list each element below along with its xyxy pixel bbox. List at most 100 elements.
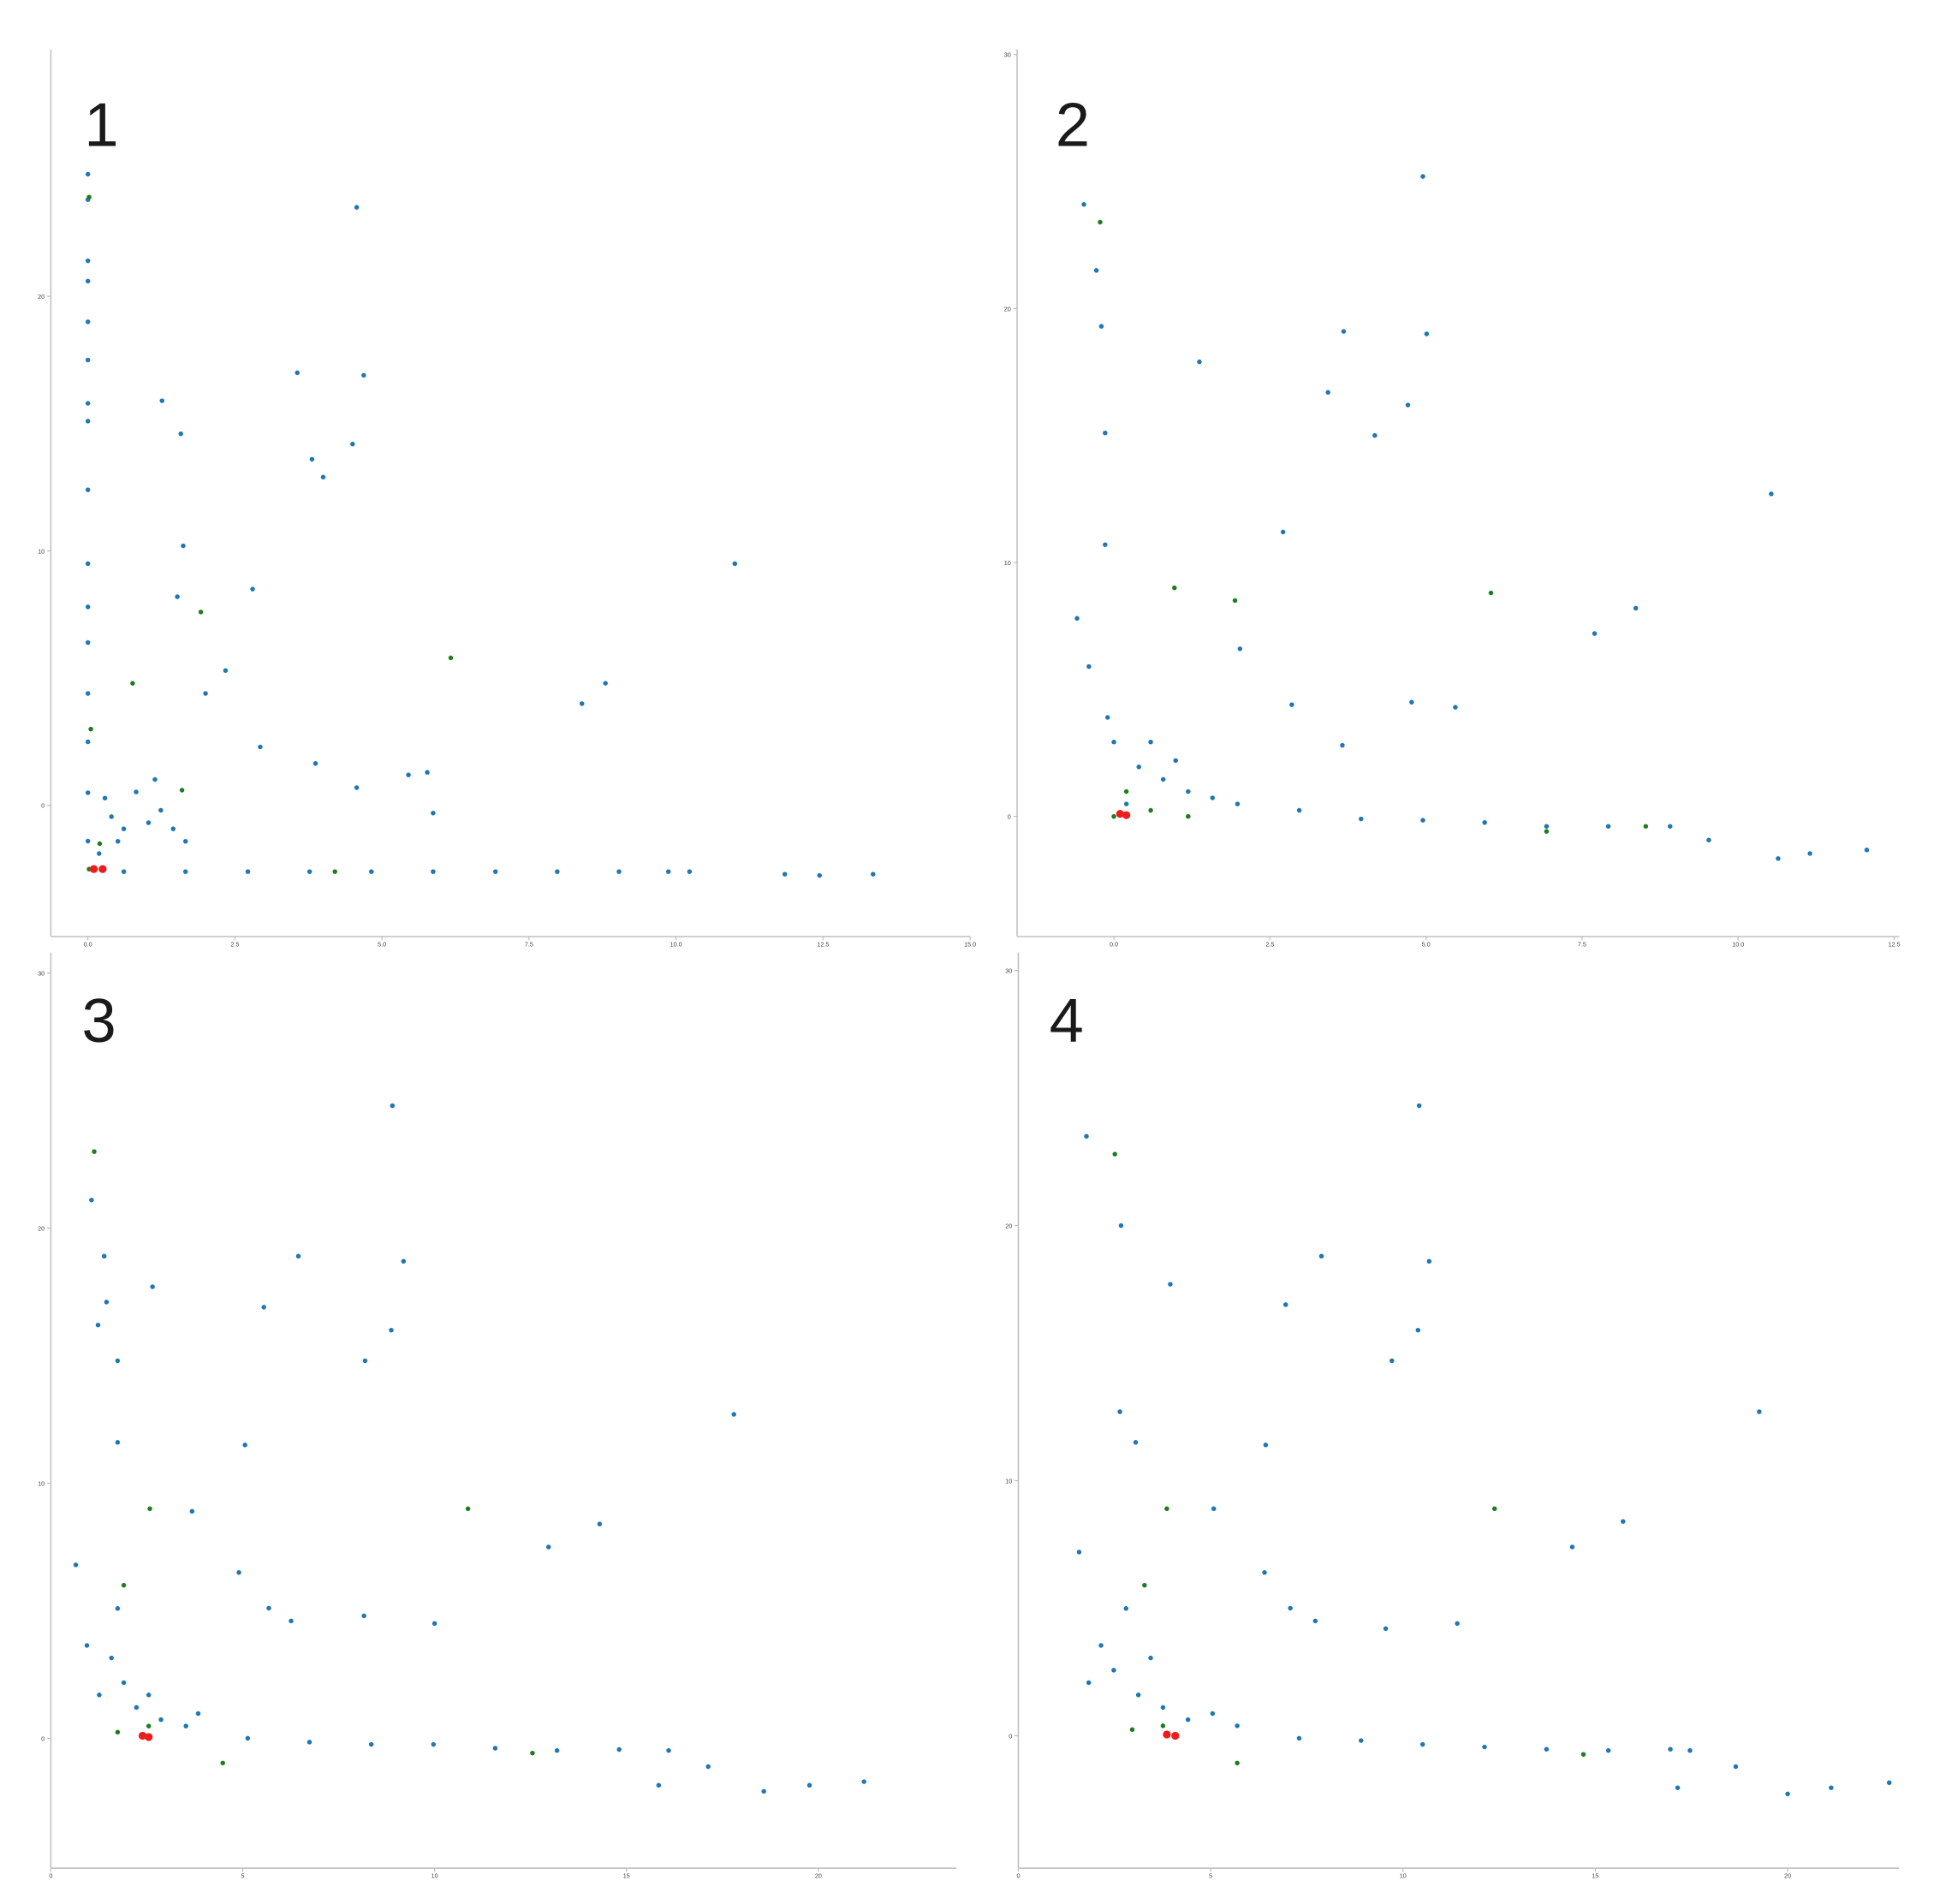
scatter-point [1383, 1626, 1389, 1632]
scatter-point [146, 1693, 152, 1698]
scatter-point [89, 865, 98, 873]
scatter-point [656, 1782, 662, 1788]
x-tick-label: 5 [1209, 1872, 1212, 1880]
scatter-point [1340, 742, 1345, 748]
scatter-point [1544, 829, 1550, 834]
scatter-point [1117, 1409, 1122, 1414]
scatter-point [1135, 1693, 1141, 1698]
x-tick-label: 15 [1592, 1872, 1598, 1880]
scatter-point [1325, 390, 1330, 396]
y-tick-label: 10 [1005, 1477, 1012, 1485]
scatter-point [1235, 1760, 1240, 1766]
scatter-point [121, 869, 127, 874]
scatter-point [1405, 402, 1411, 408]
scatter-point [597, 1521, 603, 1526]
scatter-point [261, 1305, 266, 1310]
scatter-point [817, 872, 822, 878]
scatter-point [1288, 1605, 1293, 1611]
scatter-point [1426, 1258, 1432, 1264]
scatter-point [242, 1443, 247, 1448]
panel-number: 4 [1050, 987, 1084, 1056]
scatter-point [1111, 739, 1116, 745]
scatter-point [1643, 824, 1649, 829]
scatter-point [158, 1717, 164, 1723]
scatter-point [1235, 1723, 1240, 1728]
scatter-point [306, 869, 312, 874]
scatter-point [175, 594, 180, 599]
scatter-point [1093, 268, 1099, 273]
scatter-point [1232, 598, 1238, 604]
y-tick-label: 20 [1005, 1222, 1012, 1229]
scatter-point [220, 1760, 225, 1766]
x-tick-label: 2.5 [230, 940, 239, 948]
scatter-point [1118, 1223, 1124, 1229]
scatter-point [1605, 1747, 1611, 1753]
scatter-point [1453, 705, 1458, 710]
scatter-point [85, 487, 91, 492]
scatter-point [1263, 1443, 1269, 1448]
scatter-point [266, 1605, 271, 1611]
scatter-point [1111, 1668, 1116, 1673]
scatter-point [1129, 1727, 1135, 1733]
y-tick-label: 0 [1008, 813, 1011, 821]
scatter-point [98, 865, 107, 873]
scatter-point [530, 1750, 535, 1756]
x-tick-label: 15 [623, 1872, 630, 1880]
x-tick-label: 10 [431, 1872, 438, 1880]
scatter-point [1359, 816, 1364, 822]
scatter-point [354, 205, 360, 210]
scatter-point [309, 456, 315, 462]
scatter-point [223, 668, 229, 673]
scatter-point [147, 1506, 152, 1512]
scatter-point [104, 1300, 110, 1305]
scatter-point [1123, 788, 1129, 794]
scatter-point [1341, 329, 1347, 334]
scatter-point [134, 789, 139, 794]
y-tick-label: 20 [1004, 305, 1011, 312]
scatter-point [1186, 788, 1191, 794]
y-tick-label: 0 [1009, 1732, 1012, 1740]
scatter-point [1186, 813, 1191, 819]
scatter-point [1098, 219, 1103, 225]
scatter-point [85, 171, 91, 177]
scatter-point [150, 1284, 155, 1289]
x-tick-label: 5.0 [378, 940, 386, 948]
scatter-point [492, 869, 498, 874]
scatter-point [145, 1733, 153, 1741]
scatter-point [1864, 848, 1870, 853]
scatter-point [1544, 824, 1550, 829]
scatter-point [178, 431, 183, 437]
scatter-point [1633, 605, 1639, 611]
scatter-point [95, 1322, 101, 1328]
scatter-point [1171, 1731, 1180, 1740]
x-tick-label: 20 [1784, 1872, 1791, 1880]
x-tick-label: 7.5 [525, 940, 533, 948]
x-tick-label: 7.5 [1578, 940, 1586, 948]
scatter-point [152, 776, 158, 782]
scatter-point [431, 869, 436, 874]
y-tick-label: 0 [41, 1734, 45, 1742]
scatter-point [1415, 1327, 1421, 1333]
scatter-point [1390, 1358, 1395, 1364]
scatter-point [295, 370, 300, 376]
scatter-point [89, 1197, 94, 1203]
scatter-point [86, 194, 92, 199]
scatter-point [1416, 1103, 1422, 1109]
scatter-point [1769, 491, 1774, 497]
scatter-point [431, 810, 436, 816]
x-tick-label: 0 [49, 1872, 52, 1880]
scatter-point [170, 826, 176, 831]
scatter-point [245, 1735, 251, 1741]
scatter-point [130, 681, 135, 686]
scatter-point [1455, 1621, 1460, 1627]
scatter-point [189, 1508, 195, 1514]
scatter-point [579, 701, 585, 706]
scatter-point [554, 1747, 560, 1753]
scatter-point [183, 1723, 188, 1728]
panel-number: 2 [1056, 92, 1090, 160]
scatter-point [295, 1253, 301, 1259]
scatter-point [109, 814, 114, 819]
scatter-point [115, 1606, 121, 1611]
scatter-point [616, 1746, 622, 1752]
scatter-point [1262, 1570, 1267, 1575]
